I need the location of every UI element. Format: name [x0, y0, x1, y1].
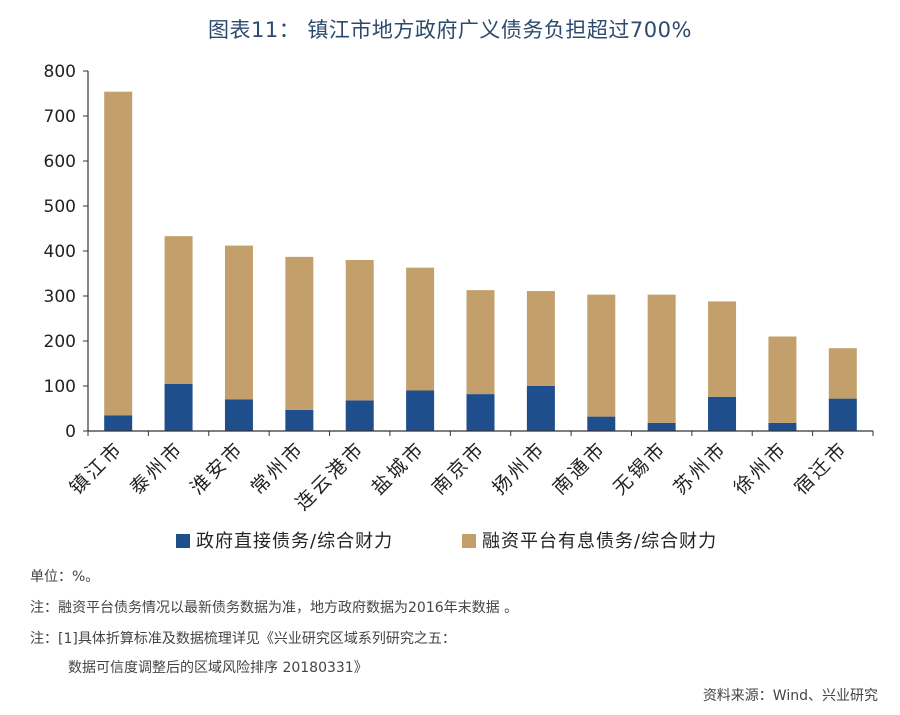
bar-platform-debt [104, 91, 133, 416]
bar-direct-debt [224, 399, 253, 431]
x-tick-label: 南通市 [549, 437, 611, 499]
bar-platform-debt [164, 236, 193, 384]
y-tick-label: 400 [44, 242, 76, 262]
reference-note: 注：[1]具体折算标准及数据梳理详见《兴业研究区域系列研究之五： [30, 631, 456, 647]
y-tick-label: 200 [44, 332, 76, 352]
reference-note-continued: 数据可信度调整后的区域风险排序 20180331》 [68, 660, 368, 676]
stacked-bar-chart: 0100200300400500600700800镇江市泰州市淮安市常州市连云港… [44, 62, 874, 552]
legend-swatch [462, 534, 476, 548]
bar-direct-debt [768, 422, 797, 431]
x-tick-label: 徐州市 [730, 437, 792, 499]
bar-platform-debt [708, 301, 737, 397]
y-tick-label: 500 [44, 197, 76, 217]
legend-swatch [176, 534, 190, 548]
bar-platform-debt [526, 291, 555, 386]
bar-direct-debt [587, 416, 616, 431]
y-tick-label: 600 [44, 152, 76, 172]
y-tick-label: 0 [65, 422, 76, 442]
chart-title: 图表11： 镇江市地方政府广义债务负担超过700% [208, 18, 692, 42]
x-tick-label: 扬州市 [488, 437, 550, 499]
x-tick-label: 镇江市 [65, 437, 127, 499]
bar-direct-debt [345, 400, 374, 431]
bar-platform-debt [345, 260, 374, 401]
x-tick-label: 淮安市 [186, 437, 248, 499]
bar-platform-debt [647, 294, 676, 423]
bar-platform-debt [587, 294, 616, 417]
y-tick-label: 800 [44, 62, 76, 82]
bar-direct-debt [164, 383, 193, 431]
bar-direct-debt [526, 386, 555, 431]
x-tick-label: 泰州市 [126, 437, 188, 499]
bar-platform-debt [768, 336, 797, 423]
bar-platform-debt [828, 348, 857, 399]
x-tick-label: 盐城市 [367, 437, 429, 499]
x-tick-label: 南京市 [428, 437, 490, 499]
bar-platform-debt [285, 256, 314, 410]
bar-direct-debt [466, 394, 495, 431]
source-note: 资料来源：Wind、兴业研究 [702, 688, 878, 704]
bar-platform-debt [406, 267, 435, 391]
data-note: 注：融资平台债务情况以最新债务数据为准，地方政府数据为2016年末数据 。 [30, 600, 519, 616]
bar-direct-debt [285, 409, 314, 431]
y-tick-label: 700 [44, 107, 76, 127]
x-tick-label: 苏州市 [669, 437, 731, 499]
legend-label: 政府直接债务/综合财力 [196, 531, 393, 552]
bar-direct-debt [708, 396, 737, 431]
bar-platform-debt [224, 245, 253, 400]
bar-platform-debt [466, 290, 495, 395]
x-tick-label: 宿迁市 [790, 437, 852, 499]
bar-direct-debt [104, 415, 133, 431]
bar-direct-debt [406, 390, 435, 431]
y-tick-label: 100 [44, 377, 76, 397]
x-tick-label: 无锡市 [609, 437, 671, 499]
legend-label: 融资平台有息债务/综合财力 [482, 531, 717, 552]
y-tick-label: 300 [44, 287, 76, 307]
bar-direct-debt [647, 422, 676, 431]
bar-direct-debt [828, 398, 857, 431]
unit-note: 单位：%。 [30, 569, 100, 585]
